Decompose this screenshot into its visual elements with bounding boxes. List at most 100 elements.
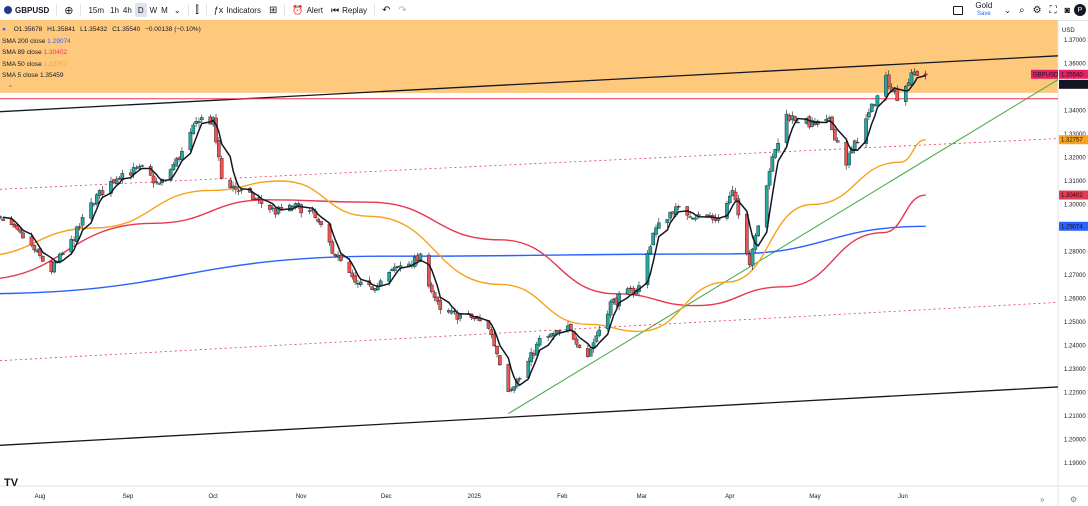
candle [512,386,516,394]
candle-body [353,275,357,283]
tradingview-logo: TV [4,477,19,489]
candle [688,212,692,218]
price-chart[interactable]: USD 1.37000 1.36000 1.34000 1.33000 1.32000 1.… [0,20,1088,506]
candle [506,363,511,393]
candle-body [869,103,874,112]
templates-button[interactable]: ⊞ [265,0,281,20]
legend-sma89[interactable]: SMA 89 close 1.30402 [2,47,204,59]
interval-d[interactable]: D [134,0,148,20]
candle [824,114,829,123]
legend-sma5[interactable]: SMA 5 close 1.35459 [2,70,204,82]
candle-body [429,284,434,292]
interval-label: 4h [122,5,132,15]
interval-w[interactable]: W [148,0,160,20]
change-value: −0.00138 (−0.10%) [145,26,201,33]
symbol-flag-icon [4,6,12,14]
candle-body [517,378,522,380]
x-tick-label: Jun [898,494,908,500]
replay-button[interactable]: ⏮ Replay [327,0,371,20]
interval-1h[interactable]: 1h [108,0,121,20]
replay-icon: ⏮ [331,4,340,15]
sma89-label: SMA 89 close [2,49,42,57]
candle-body [316,218,320,222]
candle-body [648,246,653,254]
candle-body [676,206,681,208]
quick-search-button[interactable]: ⌕ [1015,0,1029,20]
candle-body [171,164,176,170]
candle [69,235,74,256]
redo-button[interactable]: ↷ [394,0,410,20]
candle [137,163,142,170]
timezone-settings-button[interactable]: ⚙ [1070,495,1077,504]
candle-body [852,140,857,150]
candle-body [151,175,156,184]
alert-button[interactable]: ⏰ Alert [288,0,327,20]
legend-sma200[interactable]: SMA 200 close 1.29074 [2,36,204,48]
price-label-text: 1.29074 [1061,224,1083,230]
layout-toggle[interactable] [949,0,967,20]
x-tick-label: Apr [725,494,734,500]
candle [517,376,522,383]
candle-body [770,156,775,172]
legend-sma50[interactable]: SMA 50 close 1.32757 [2,59,204,71]
camera-icon: ◙ [1064,5,1070,15]
indicators-button[interactable]: ƒx Indicators [210,0,265,20]
candle-body [299,204,303,214]
fullscreen-button[interactable]: ⛶ [1046,0,1061,20]
scroll-to-realtime-button[interactable]: » [1040,495,1044,504]
compare-button[interactable]: ⊕ [60,0,77,20]
y-tick-label: 1.27000 [1064,273,1086,279]
candle-body [236,190,241,192]
sma-200-close-line [0,225,926,295]
collapse-legend-button[interactable]: ⌃ [7,84,14,93]
candle-body [100,190,105,195]
candle-body [140,165,144,167]
candle-body [234,186,238,190]
x-tick-label: May [809,494,820,500]
price-label-box [1059,135,1088,145]
chart-legend: ● O1.35678 H1.35841 L1.35432 C1.35540 −0… [2,24,204,82]
y-tick-label: 1.30000 [1064,203,1086,209]
snapshot-button[interactable]: ◙ [1061,0,1074,20]
candle-body [588,348,593,357]
y-tick-label: 1.25000 [1064,320,1086,326]
gear-icon: ⚙ [1070,495,1078,504]
candle [750,247,755,271]
interval-4h[interactable]: 4h [121,0,134,20]
candle-body [32,244,37,251]
candle-body [534,343,539,356]
candle-body [597,329,602,336]
settings-button[interactable]: ⚙ [1029,0,1046,20]
candle [0,215,3,220]
user-avatar[interactable]: P [1074,4,1086,16]
alert-label: Alert [306,5,324,15]
candle-body [432,292,437,298]
candle [793,115,797,123]
symbol-search[interactable]: GBPUSD [0,0,53,20]
price-label-text: 1.35540 [1061,72,1083,78]
sma-50-close-line [0,139,926,333]
candle [427,252,431,289]
ohlc-row: ● O1.35678 H1.35841 L1.35432 C1.35540 −0… [2,24,204,36]
candle [651,232,655,246]
candle-body [736,198,741,216]
sma5-value: 1.35459 [39,72,64,80]
candle-body [180,151,184,161]
undo-button[interactable]: ↶ [378,0,394,20]
chart-type-button[interactable]: ⫿ [192,0,203,20]
candle-body [137,166,142,169]
candle-body [693,217,698,220]
layout-save[interactable]: Gold Save [975,2,992,18]
candle [529,347,533,367]
candle-body [875,95,880,106]
y-tick-label: 1.36000 [1064,62,1086,68]
candle [140,164,144,168]
interval-15m[interactable]: 15m [84,0,108,20]
price-axis: USD 1.37000 1.36000 1.34000 1.33000 1.32000 1.… [1057,20,1086,506]
layout-dropdown[interactable]: ⌄ [1000,0,1015,20]
open-value: O1.35678 [13,26,43,33]
interval-m[interactable]: M [159,0,170,20]
candle-body [77,226,82,228]
interval-dropdown[interactable]: ⌄ [170,0,185,20]
candle-body [546,336,550,338]
